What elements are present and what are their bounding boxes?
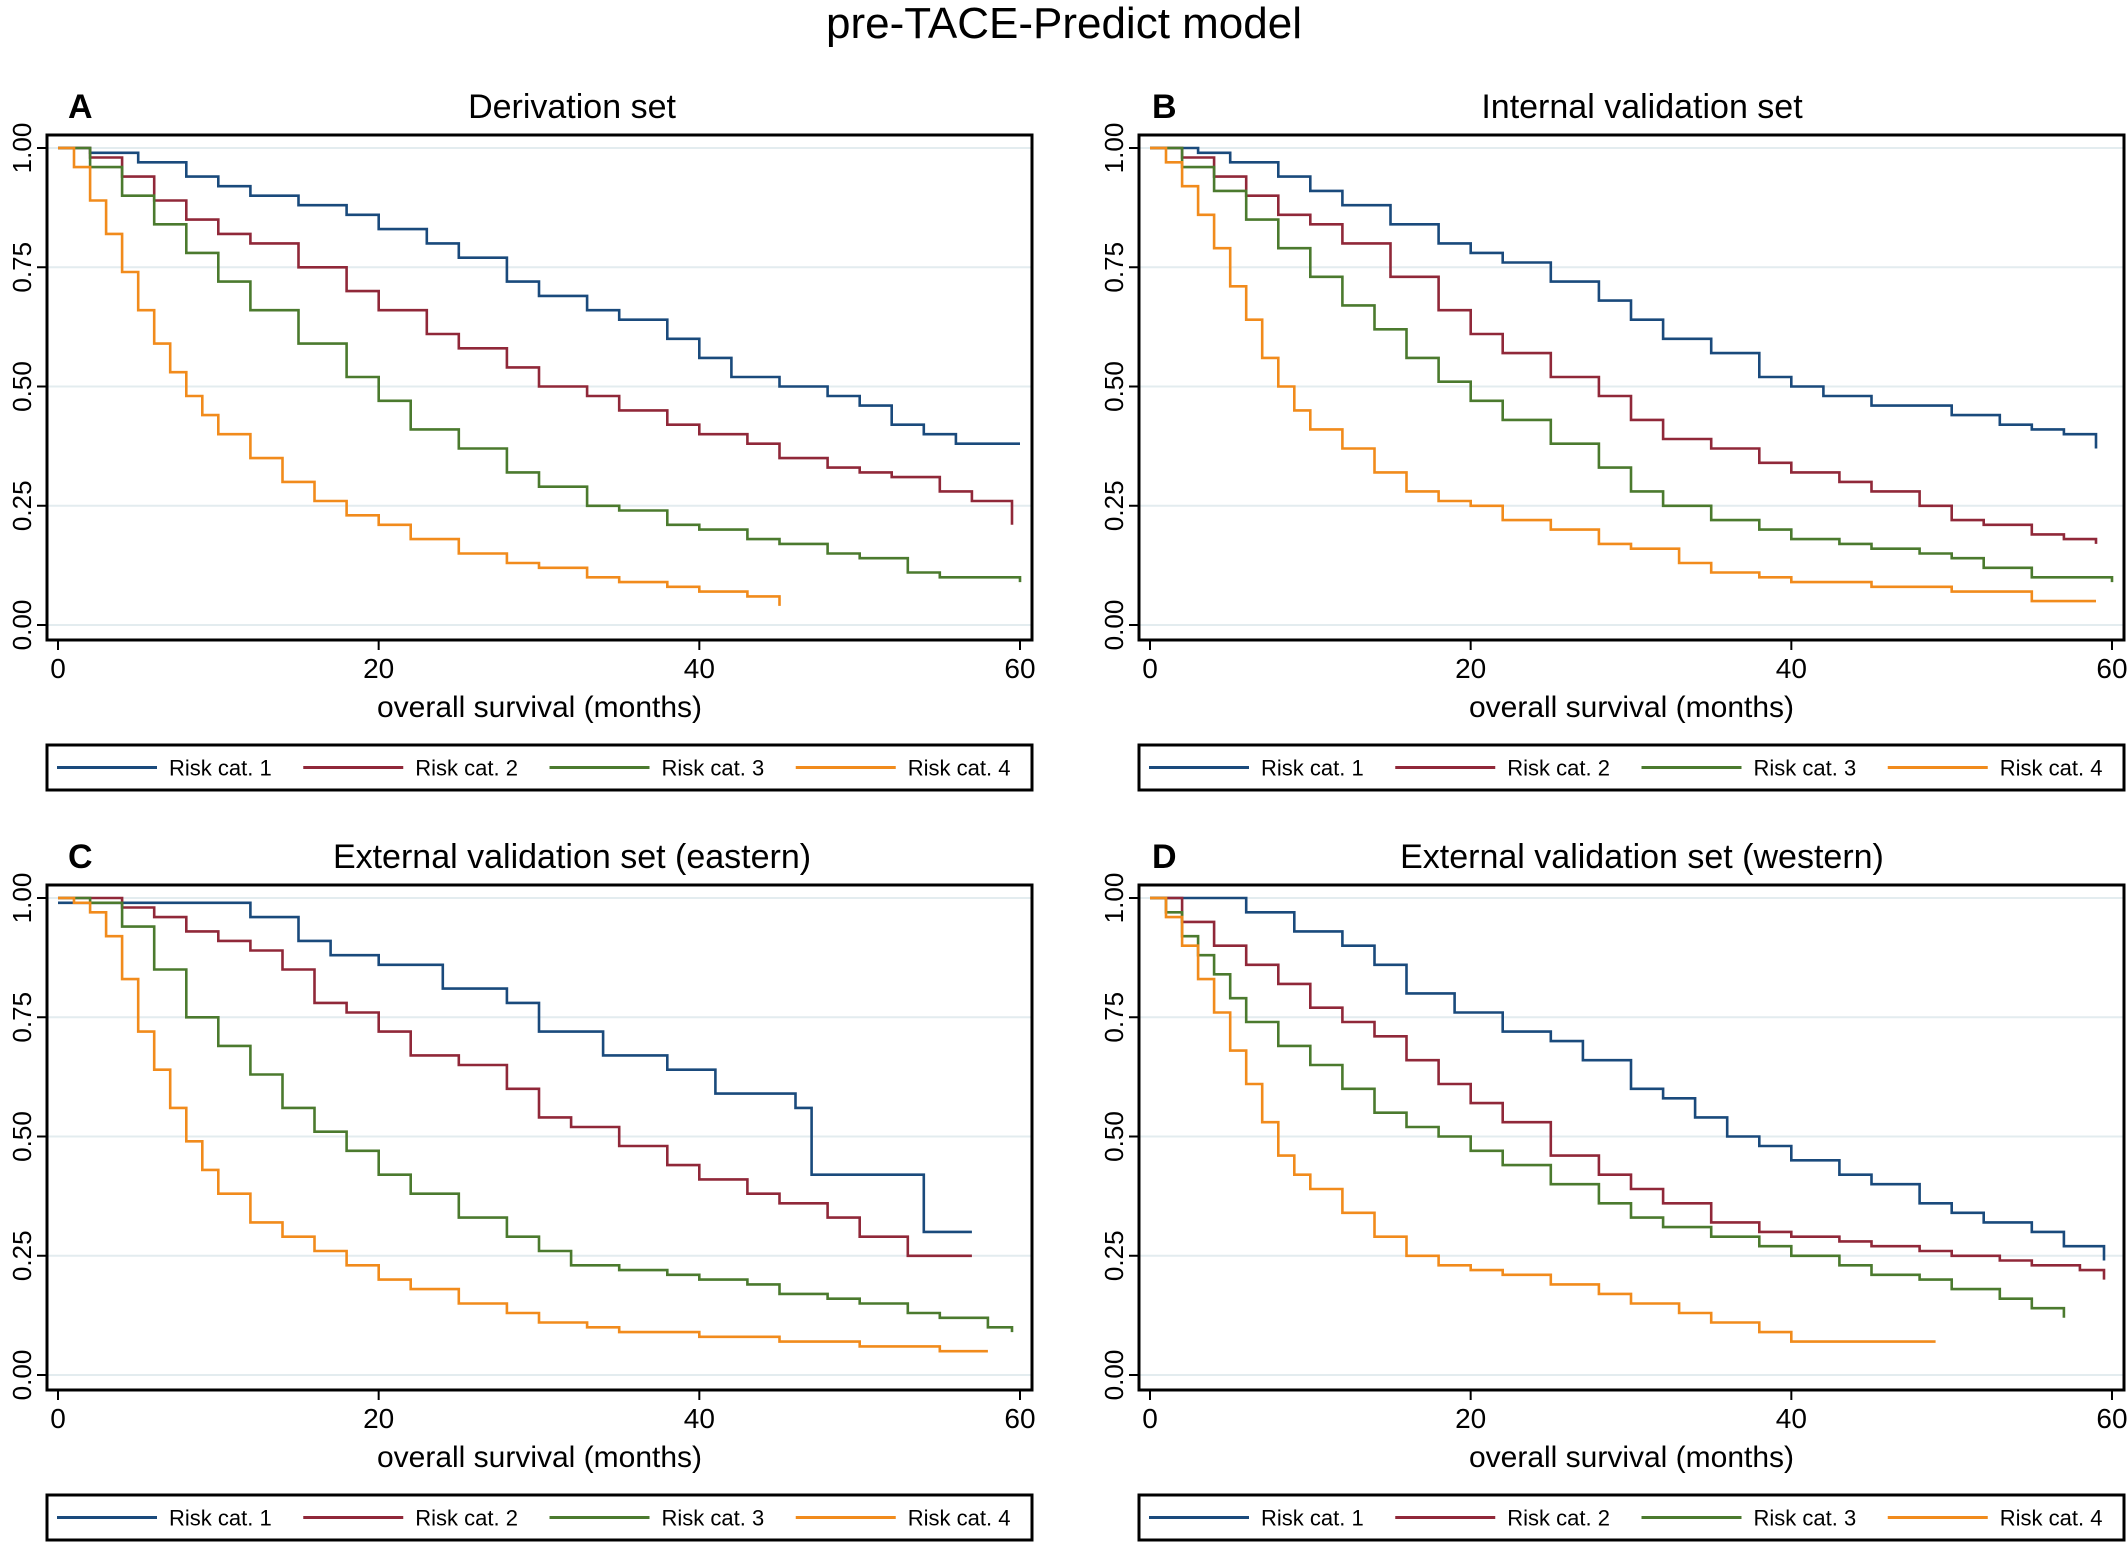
panel-letter: C (68, 838, 93, 876)
legend-label: Risk cat. 3 (1754, 1506, 1857, 1531)
legend-label: Risk cat. 4 (2000, 1506, 2103, 1531)
series-line-risk-cat-3 (1150, 896, 2066, 1318)
y-tick-label: 0.00 (1099, 600, 1129, 651)
legend-label: Risk cat. 1 (169, 756, 272, 781)
x-tick-label: 20 (363, 653, 394, 684)
y-tick-label: 0.25 (7, 480, 37, 531)
x-tick-label: 60 (2096, 653, 2127, 684)
legend-label: Risk cat. 4 (908, 1506, 1011, 1531)
legend-label: Risk cat. 1 (1261, 1506, 1364, 1531)
panel-letter: D (1152, 838, 1177, 876)
x-tick-label: 60 (1004, 653, 1035, 684)
panel-b: 0.00 0.25 0.50 0.75 1.00 0 20 40 60 overall survi… (1099, 88, 2128, 792)
panel-a: 0.00 0.25 0.50 0.75 1.00 0 20 40 60 overall survi… (7, 88, 1036, 792)
legend: Risk cat. 1 Risk cat. 2 Risk cat. 3 Risk ca… (45, 1493, 1034, 1542)
series-line-risk-cat-3 (58, 896, 1014, 1333)
y-tick-label: 0.75 (1099, 992, 1129, 1043)
y-tick-label: 1.00 (1099, 123, 1129, 174)
y-tick-label: 0.75 (7, 242, 37, 293)
legend-label: Risk cat. 2 (1507, 1506, 1610, 1531)
y-tick-label: 0.00 (7, 1350, 37, 1401)
y-tick-label: 1.00 (1099, 873, 1129, 924)
series-line-risk-cat-1 (58, 901, 972, 1234)
legend-label: Risk cat. 3 (1754, 756, 1857, 781)
x-tick-label: 40 (684, 1403, 715, 1434)
series-line-risk-cat-3 (58, 146, 1022, 583)
series-line-risk-cat-2 (58, 896, 972, 1258)
legend-label: Risk cat. 2 (1507, 756, 1610, 781)
series-line-risk-cat-3 (1150, 146, 2114, 583)
x-tick-label: 40 (1776, 1403, 1807, 1434)
y-tick-label: 0.50 (1099, 1111, 1129, 1162)
panel-letter: A (68, 88, 93, 126)
series-line-risk-cat-2 (58, 146, 1014, 525)
y-tick-label: 0.25 (1099, 1230, 1129, 1281)
panel-letter: B (1152, 88, 1177, 126)
y-tick-label: 0.75 (7, 992, 37, 1043)
series-line-risk-cat-1 (1150, 896, 2106, 1261)
legend-label: Risk cat. 1 (1261, 756, 1364, 781)
series-line-risk-cat-1 (58, 146, 1020, 445)
legend: Risk cat. 1 Risk cat. 2 Risk cat. 3 Risk ca… (1137, 1493, 2126, 1542)
x-axis-label: overall survival (months) (377, 1441, 702, 1474)
legend-label: Risk cat. 2 (415, 1506, 518, 1531)
y-tick-label: 0.00 (7, 600, 37, 651)
panel-title: External validation set (eastern) (333, 838, 811, 876)
series-line-risk-cat-4 (58, 146, 781, 606)
figure-title: pre-TACE-Predict model (826, 0, 1302, 48)
series-line-risk-cat-4 (58, 896, 988, 1353)
x-tick-label: 0 (50, 1403, 66, 1434)
x-tick-label: 40 (1776, 653, 1807, 684)
x-tick-label: 40 (684, 653, 715, 684)
series-line-risk-cat-2 (1150, 146, 2098, 544)
legend-label: Risk cat. 1 (169, 1506, 272, 1531)
x-tick-label: 20 (1455, 1403, 1486, 1434)
legend: Risk cat. 1 Risk cat. 2 Risk cat. 3 Risk ca… (45, 743, 1034, 792)
y-tick-label: 0.00 (1099, 1350, 1129, 1401)
y-tick-label: 0.50 (7, 361, 37, 412)
legend-label: Risk cat. 4 (2000, 756, 2103, 781)
legend-label: Risk cat. 3 (662, 1506, 765, 1531)
x-axis-label: overall survival (months) (1469, 691, 1794, 724)
legend-label: Risk cat. 4 (908, 756, 1011, 781)
series-line-risk-cat-1 (1150, 146, 2098, 449)
legend-label: Risk cat. 2 (415, 756, 518, 781)
legend: Risk cat. 1 Risk cat. 2 Risk cat. 3 Risk ca… (1137, 743, 2126, 792)
series-line-risk-cat-4 (1150, 146, 2096, 603)
panel-title: Derivation set (468, 88, 676, 126)
y-tick-label: 1.00 (7, 873, 37, 924)
x-tick-label: 20 (1455, 653, 1486, 684)
x-tick-label: 0 (50, 653, 66, 684)
x-tick-label: 60 (2096, 1403, 2127, 1434)
x-tick-label: 20 (363, 1403, 394, 1434)
x-tick-label: 0 (1142, 1403, 1158, 1434)
y-tick-label: 1.00 (7, 123, 37, 174)
series-line-risk-cat-2 (1150, 896, 2106, 1280)
y-tick-label: 0.25 (7, 1230, 37, 1281)
panel-d: 0.00 0.25 0.50 0.75 1.00 0 20 40 60 overall survi… (1099, 838, 2128, 1542)
panel-title: Internal validation set (1481, 88, 1803, 126)
y-tick-label: 0.50 (7, 1111, 37, 1162)
panel-c: 0.00 0.25 0.50 0.75 1.00 0 20 40 60 overall survi… (7, 838, 1036, 1542)
x-axis-label: overall survival (months) (377, 691, 702, 724)
y-tick-label: 0.75 (1099, 242, 1129, 293)
panel-title: External validation set (western) (1400, 838, 1884, 876)
legend-label: Risk cat. 3 (662, 756, 765, 781)
panels: 0.00 0.25 0.50 0.75 1.00 0 20 40 60 overall survi… (7, 88, 2128, 1542)
y-tick-label: 0.25 (1099, 480, 1129, 531)
series-line-risk-cat-4 (1150, 896, 1936, 1343)
x-axis-label: overall survival (months) (1469, 1441, 1794, 1474)
y-tick-label: 0.50 (1099, 361, 1129, 412)
x-tick-label: 60 (1004, 1403, 1035, 1434)
x-tick-label: 0 (1142, 653, 1158, 684)
